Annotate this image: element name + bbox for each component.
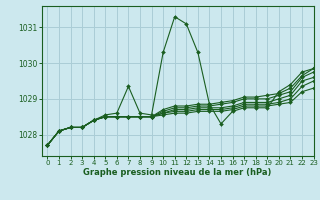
X-axis label: Graphe pression niveau de la mer (hPa): Graphe pression niveau de la mer (hPa) xyxy=(84,168,272,177)
